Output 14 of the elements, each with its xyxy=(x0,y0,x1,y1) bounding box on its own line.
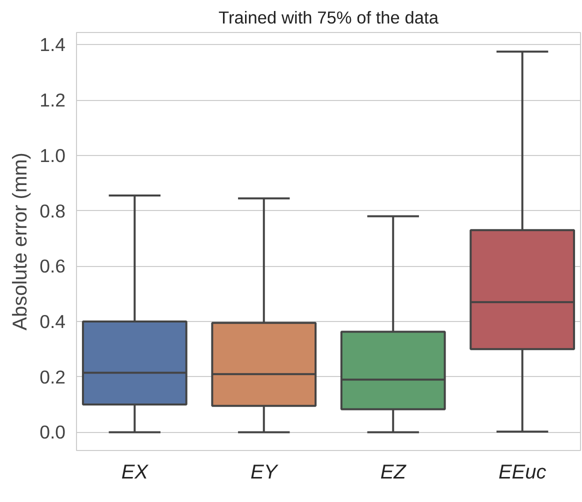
x-tick-label: EEuc xyxy=(498,462,546,484)
y-tick-label: 1.2 xyxy=(40,90,66,111)
x-tick-label: EZ xyxy=(380,462,407,484)
y-tick-label: 0.4 xyxy=(40,311,66,332)
y-axis-title: Absolute error (mm) xyxy=(10,152,32,330)
y-tick-label: 1.0 xyxy=(40,144,66,166)
x-tick-label: EX xyxy=(121,462,149,484)
y-tick-label: 1.4 xyxy=(40,34,66,56)
y-tick-label: 0.0 xyxy=(40,422,66,443)
y-tick-label: 0.2 xyxy=(40,366,66,388)
x-tick-label: EY xyxy=(250,462,279,484)
y-tick-label: 0.8 xyxy=(40,200,66,222)
y-tick-label: 0.6 xyxy=(40,256,66,277)
chart-title: Trained with 75% of the data xyxy=(218,8,439,28)
